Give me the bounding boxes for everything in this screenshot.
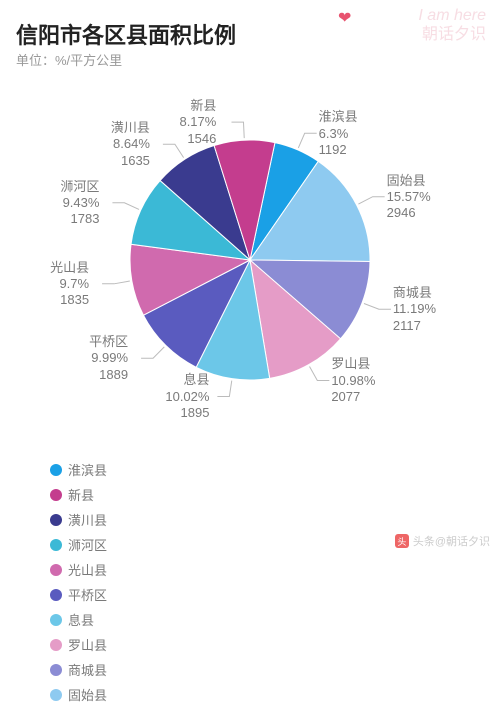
- slice-label-固始县: 固始县15.57%2946: [387, 173, 431, 222]
- legend-item-息县: 息县: [50, 610, 150, 629]
- footer-text: 头条@朝话夕识: [413, 533, 490, 549]
- watermark-top: I am here 朝话夕识: [418, 6, 486, 44]
- slice-label-潢川县: 潢川县8.64%1635: [111, 120, 150, 169]
- slice-label-光山县: 光山县9.7%1835: [50, 260, 89, 309]
- chart-subtitle: 单位：%/平方公里: [16, 50, 122, 69]
- footer-attribution: 头 头条@朝话夕识: [395, 533, 490, 549]
- legend-item-罗山县: 罗山县: [50, 635, 150, 654]
- chart-title: 信阳市各区县面积比例: [16, 18, 236, 50]
- legend-item-光山县: 光山县: [50, 560, 150, 579]
- legend-item-新县: 新县: [50, 485, 150, 504]
- legend-dot: [50, 539, 62, 551]
- legend-dot: [50, 664, 62, 676]
- heart-icon: ❤: [338, 8, 351, 28]
- legend-item-浉河区: 浉河区: [50, 535, 150, 554]
- pie-chart: 淮滨县6.3%1192 固始县15.57%2946 商城县11.19%2117 罗山县…: [0, 70, 500, 450]
- slice-label-商城县: 商城县11.19%2117: [393, 285, 436, 334]
- legend-item-固始县: 固始县: [50, 685, 150, 704]
- legend-item-潢川县: 潢川县: [50, 510, 150, 529]
- toutiao-icon: 头: [395, 534, 409, 548]
- watermark-line2: 朝话夕识: [418, 25, 486, 44]
- legend-dot: [50, 639, 62, 651]
- legend-dot: [50, 689, 62, 701]
- slice-label-息县: 息县10.02%1895: [165, 372, 209, 421]
- slice-label-新县: 新县8.17%1546: [179, 98, 216, 147]
- slice-label-罗山县: 罗山县10.98%2077: [331, 356, 375, 405]
- legend-label: 罗山县: [68, 635, 107, 654]
- slice-label-浉河区: 浉河区9.43%1783: [60, 179, 99, 228]
- legend: 淮滨县新县潢川县浉河区光山县平桥区息县罗山县商城县固始县: [50, 460, 450, 710]
- legend-label: 固始县: [68, 685, 107, 704]
- legend-dot: [50, 589, 62, 601]
- legend-item-平桥区: 平桥区: [50, 585, 150, 604]
- legend-dot: [50, 489, 62, 501]
- watermark-line1: I am here: [418, 6, 486, 25]
- legend-dot: [50, 514, 62, 526]
- legend-label: 浉河区: [68, 535, 107, 554]
- legend-item-淮滨县: 淮滨县: [50, 460, 150, 479]
- legend-dot: [50, 464, 62, 476]
- legend-dot: [50, 614, 62, 626]
- legend-label: 商城县: [68, 660, 107, 679]
- legend-item-商城县: 商城县: [50, 660, 150, 679]
- slice-label-淮滨县: 淮滨县6.3%1192: [319, 109, 358, 158]
- legend-label: 息县: [68, 610, 94, 629]
- legend-label: 新县: [68, 485, 94, 504]
- slice-label-平桥区: 平桥区9.99%1889: [89, 334, 128, 383]
- legend-label: 平桥区: [68, 585, 107, 604]
- legend-label: 光山县: [68, 560, 107, 579]
- legend-label: 淮滨县: [68, 460, 107, 479]
- legend-dot: [50, 564, 62, 576]
- legend-label: 潢川县: [68, 510, 107, 529]
